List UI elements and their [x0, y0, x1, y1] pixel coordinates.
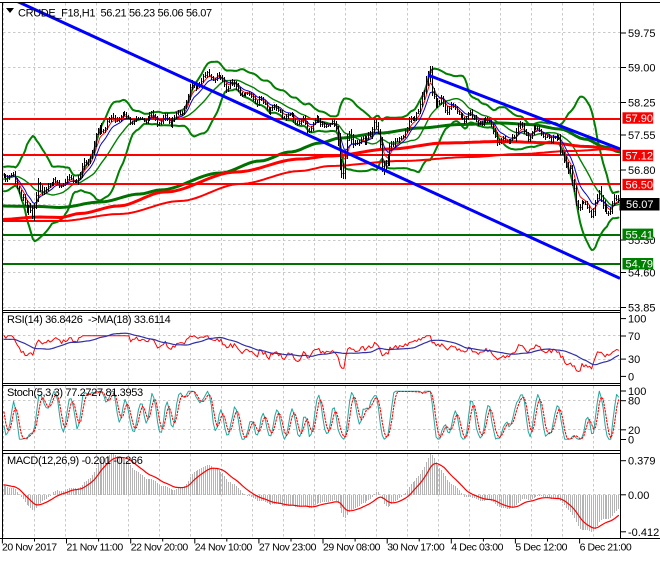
svg-text:21 Nov 11:00: 21 Nov 11:00	[67, 542, 124, 554]
svg-text:57.90: 57.90	[626, 113, 654, 125]
svg-text:20: 20	[628, 425, 640, 437]
svg-text:0.00: 0.00	[628, 490, 649, 502]
svg-text:RSI(14) 36.8426 ->MA(18) 33.6: RSI(14) 36.8426 ->MA(18) 33.6114	[7, 314, 171, 326]
svg-text:100: 100	[628, 386, 646, 398]
svg-text:6 Dec 21:00: 6 Dec 21:00	[580, 542, 632, 554]
svg-text:100: 100	[628, 314, 646, 326]
svg-text:70: 70	[628, 331, 640, 343]
svg-text:24 Nov 10:00: 24 Nov 10:00	[195, 542, 253, 554]
svg-text:80: 80	[628, 396, 640, 408]
svg-text:0: 0	[628, 435, 634, 447]
svg-text:30 Nov 17:00: 30 Nov 17:00	[387, 542, 445, 554]
svg-text:54.79: 54.79	[626, 259, 654, 271]
svg-text:Stoch(5,3,3) 77.2727 81.3953: Stoch(5,3,3) 77.2727 81.3953	[7, 387, 143, 399]
svg-text:CRUDE_F18,H1 56.21 56.23 56.0: CRUDE_F18,H1 56.21 56.23 56.06 56.07	[18, 8, 212, 20]
svg-text:57.12: 57.12	[626, 151, 654, 163]
svg-text:29 Nov 08:00: 29 Nov 08:00	[323, 542, 381, 554]
svg-text:4 Dec 03:00: 4 Dec 03:00	[451, 542, 503, 554]
svg-text:57.55: 57.55	[628, 130, 656, 142]
svg-text:20 Nov 2017: 20 Nov 2017	[2, 542, 57, 554]
svg-text:-0.412: -0.412	[628, 527, 659, 539]
svg-text:56.80: 56.80	[628, 165, 656, 177]
svg-text:55.41: 55.41	[626, 229, 654, 241]
svg-text:53.85: 53.85	[628, 303, 656, 315]
svg-text:59.00: 59.00	[628, 63, 656, 75]
svg-text:59.75: 59.75	[628, 28, 656, 40]
svg-text:22 Nov 20:00: 22 Nov 20:00	[131, 542, 189, 554]
svg-text:MACD(12,26,9) -0.201 -0.266: MACD(12,26,9) -0.201 -0.266	[7, 455, 143, 467]
svg-text:56.07: 56.07	[626, 199, 654, 211]
svg-text:58.25: 58.25	[628, 98, 656, 110]
svg-text:5 Dec 12:00: 5 Dec 12:00	[515, 542, 567, 554]
svg-text:27 Nov 23:00: 27 Nov 23:00	[259, 542, 317, 554]
svg-text:0: 0	[628, 371, 634, 383]
svg-text:30: 30	[628, 354, 640, 366]
svg-text:0.379: 0.379	[628, 456, 656, 468]
svg-text:56.50: 56.50	[626, 180, 654, 192]
svg-text:54.60: 54.60	[628, 268, 656, 280]
